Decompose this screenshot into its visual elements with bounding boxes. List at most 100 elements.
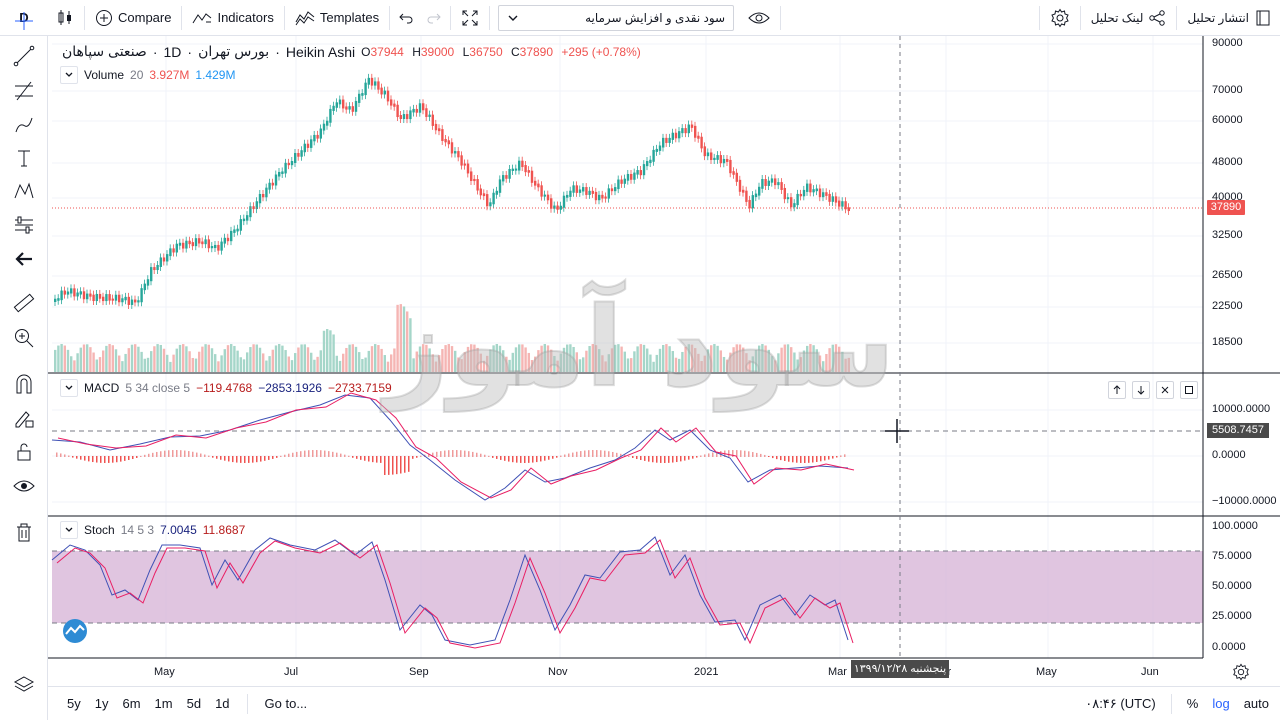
macd-histogram-bar xyxy=(108,456,110,463)
maximize-pane-button[interactable] xyxy=(1180,381,1198,399)
macd-histogram-bar xyxy=(404,456,406,473)
magnet-tool[interactable] xyxy=(12,372,36,396)
range-6m-button[interactable]: 6m xyxy=(122,696,141,711)
volume-bar xyxy=(633,351,636,372)
settings-button[interactable] xyxy=(1042,0,1078,36)
symbol-name[interactable]: صنعتی سپاهان xyxy=(62,43,147,59)
log-toggle[interactable]: log xyxy=(1212,696,1230,711)
fib-tool[interactable] xyxy=(12,79,36,103)
share-link-button[interactable]: لینک تحلیل xyxy=(1083,0,1175,36)
draw-mode-tool[interactable] xyxy=(12,406,36,430)
symbol-select[interactable]: سود نقدی و افزایش سرمایه xyxy=(492,0,740,36)
candle-body xyxy=(834,196,838,203)
ruler-tool[interactable] xyxy=(12,291,36,315)
stoch-label[interactable]: Stoch xyxy=(84,523,115,537)
percent-toggle[interactable]: % xyxy=(1186,696,1199,711)
brush-tool[interactable] xyxy=(12,113,36,137)
crosshair-tool[interactable] xyxy=(12,9,36,33)
volume-bar xyxy=(444,345,447,372)
candle-body xyxy=(761,179,764,189)
volume-bar xyxy=(460,359,463,372)
volume-bar xyxy=(367,350,370,372)
text-tool[interactable] xyxy=(12,146,36,170)
volume-bar xyxy=(114,349,118,372)
volume-bar xyxy=(281,345,284,372)
volume-bar xyxy=(575,352,578,372)
macd-histogram-bar xyxy=(580,451,582,457)
brush-icon xyxy=(15,117,33,133)
redo-button[interactable] xyxy=(420,0,448,36)
volume-bar xyxy=(70,356,73,372)
collapse-macd-button[interactable] xyxy=(60,379,78,397)
back-arrow-tool[interactable] xyxy=(12,247,36,271)
pattern-tool[interactable] xyxy=(12,179,36,203)
toolbar-divider xyxy=(1038,5,1040,30)
remove-drawings-tool[interactable] xyxy=(12,520,36,544)
range-1y-button[interactable]: 1y xyxy=(94,696,109,711)
auto-toggle[interactable]: auto xyxy=(1243,696,1269,711)
candle-body xyxy=(79,291,82,295)
macd-histogram-bar xyxy=(480,453,482,457)
macd-histogram-bar xyxy=(324,450,326,457)
macd-histogram-bar xyxy=(356,456,358,459)
macd-histogram-bar xyxy=(368,456,370,462)
macd-histogram-bar xyxy=(548,456,550,460)
macd-histogram-bar xyxy=(792,456,794,463)
indicators-button[interactable]: Indicators xyxy=(184,0,281,36)
compare-button[interactable]: Compare xyxy=(87,0,179,36)
move-pane-down-button[interactable] xyxy=(1132,381,1150,399)
chart-settings-button[interactable] xyxy=(1232,663,1250,686)
lock-tool[interactable] xyxy=(12,440,36,464)
layers-icon xyxy=(13,676,35,692)
volume-bar xyxy=(278,344,281,372)
trend-line-tool[interactable] xyxy=(12,44,36,68)
chart-canvas[interactable]: سود آموز xyxy=(48,36,1280,686)
macd-histogram-bar xyxy=(152,452,154,457)
stoch-k-line xyxy=(51,536,849,646)
prediction-tool[interactable] xyxy=(12,213,36,237)
timezone-button[interactable]: ۰۸:۴۶ (UTC) xyxy=(1085,695,1156,711)
candle-body xyxy=(687,124,690,134)
candle-body xyxy=(233,229,236,233)
candle-body xyxy=(639,170,642,176)
fullscreen-button[interactable] xyxy=(453,0,487,36)
collapse-legend-button[interactable] xyxy=(60,66,78,84)
object-tree-tool[interactable] xyxy=(12,673,36,697)
range-1d-button[interactable]: 1d xyxy=(215,696,230,711)
volume-legend: Volume 20 3.927M 1.429M xyxy=(60,66,235,84)
move-pane-up-button[interactable] xyxy=(1108,381,1126,399)
volume-bar xyxy=(745,353,748,372)
templates-button[interactable]: Templates xyxy=(287,0,387,36)
volume-label[interactable]: Volume xyxy=(84,68,125,82)
range-1m-button[interactable]: 1m xyxy=(154,696,173,711)
crosshair-cursor xyxy=(885,419,909,443)
close-pane-button[interactable] xyxy=(1156,381,1174,399)
volume-bar xyxy=(569,344,572,372)
range-5d-button[interactable]: 5d xyxy=(186,696,202,711)
candle-body xyxy=(422,103,425,111)
redo-icon xyxy=(427,13,441,23)
volume-bar xyxy=(700,361,703,372)
volume-bar xyxy=(402,306,406,372)
low-label: L xyxy=(462,44,470,59)
range-5y-button[interactable]: 5y xyxy=(67,696,81,711)
macd-histogram-bar xyxy=(288,453,290,457)
macd-histogram-bar xyxy=(476,452,478,457)
chart-style-button[interactable] xyxy=(48,0,82,36)
collapse-stoch-button[interactable] xyxy=(60,521,78,539)
publish-button[interactable]: انتشار تحلیل xyxy=(1179,0,1280,36)
volume-bar xyxy=(134,344,137,372)
symbol-dropdown[interactable]: سود نقدی و افزایش سرمایه xyxy=(498,4,735,31)
candle-body xyxy=(335,102,338,108)
visibility-button[interactable] xyxy=(740,0,778,36)
macd-label[interactable]: MACD xyxy=(84,381,120,395)
hide-drawings-tool[interactable] xyxy=(12,474,36,498)
volume-bar xyxy=(793,352,796,372)
undo-button[interactable] xyxy=(392,0,420,36)
candle-body xyxy=(438,128,441,132)
zoom-tool[interactable] xyxy=(12,326,36,350)
macd-histogram-bar xyxy=(756,452,758,457)
macd-histogram-bar xyxy=(240,456,242,463)
goto-date-button[interactable]: Go to... xyxy=(264,696,308,711)
macd-tick-label: −10000.0000 xyxy=(1212,495,1277,507)
